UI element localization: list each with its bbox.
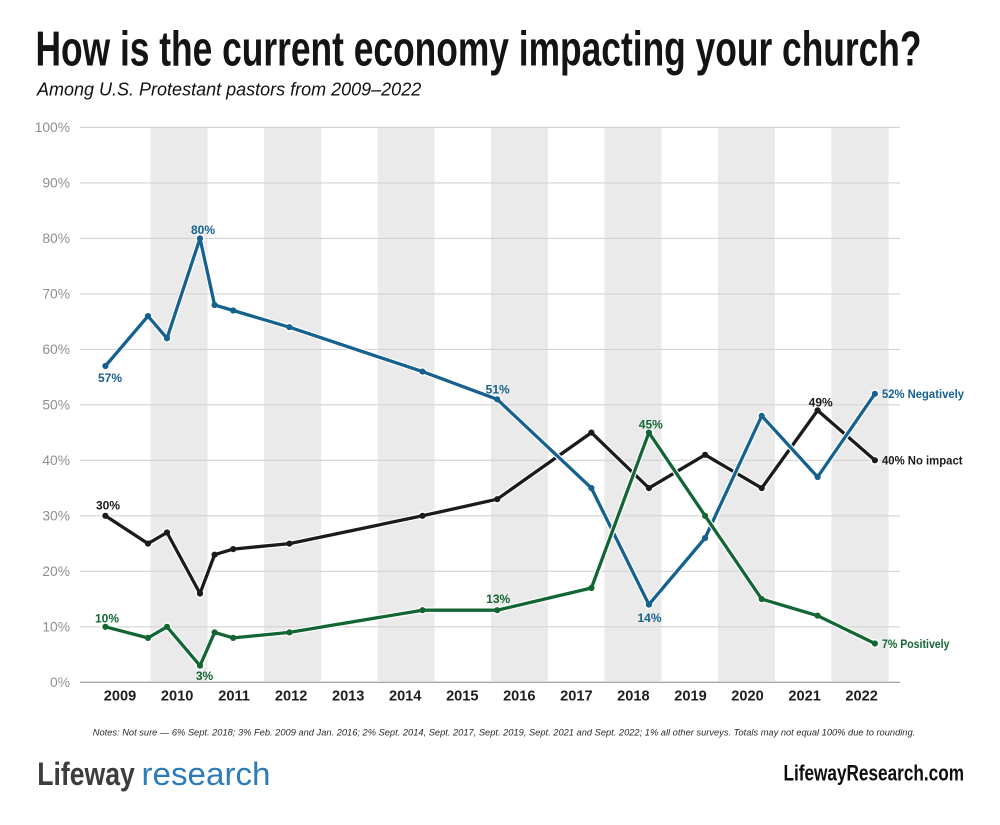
svg-text:2020: 2020 — [731, 689, 763, 705]
svg-text:2015: 2015 — [446, 689, 478, 705]
svg-text:Among U.S. Protestant pastors: Among U.S. Protestant pastors from 2009–… — [36, 79, 421, 99]
svg-text:2016: 2016 — [503, 689, 535, 705]
svg-text:60%: 60% — [42, 342, 70, 357]
svg-text:2009: 2009 — [104, 689, 136, 705]
svg-text:Lifeway: Lifeway — [37, 756, 135, 792]
svg-text:80%: 80% — [191, 223, 215, 237]
svg-text:40% No impact: 40% No impact — [882, 454, 963, 468]
svg-text:90%: 90% — [42, 176, 70, 191]
svg-text:70%: 70% — [42, 287, 70, 302]
svg-text:LifewayResearch.com: LifewayResearch.com — [784, 761, 965, 786]
svg-text:50%: 50% — [42, 398, 70, 413]
svg-text:2018: 2018 — [617, 689, 649, 705]
svg-text:2017: 2017 — [560, 689, 592, 705]
svg-text:2014: 2014 — [389, 689, 422, 705]
svg-text:2011: 2011 — [218, 689, 250, 705]
svg-text:49%: 49% — [809, 396, 833, 410]
svg-text:51%: 51% — [486, 382, 510, 396]
svg-text:14%: 14% — [637, 611, 661, 625]
svg-text:10%: 10% — [42, 620, 70, 635]
svg-text:10%: 10% — [95, 612, 119, 626]
svg-text:0%: 0% — [50, 675, 70, 690]
svg-text:3%: 3% — [196, 669, 214, 683]
svg-text:2010: 2010 — [161, 689, 193, 705]
svg-text:80%: 80% — [42, 231, 70, 246]
svg-text:2019: 2019 — [674, 689, 706, 705]
svg-text:How is the current economy imp: How is the current economy impacting you… — [36, 23, 922, 77]
svg-text:2012: 2012 — [275, 689, 307, 705]
svg-text:57%: 57% — [98, 371, 122, 385]
svg-text:2021: 2021 — [788, 689, 820, 705]
svg-text:2013: 2013 — [332, 689, 364, 705]
svg-text:Notes: Not sure — 6% Sept. 201: Notes: Not sure — 6% Sept. 2018; 3% Feb.… — [93, 728, 915, 738]
svg-text:52% Negatively: 52% Negatively — [882, 387, 964, 401]
svg-text:45%: 45% — [639, 418, 663, 432]
svg-text:100%: 100% — [35, 120, 70, 135]
svg-text:7% Positively: 7% Positively — [882, 637, 950, 651]
svg-text:13%: 13% — [486, 592, 510, 606]
svg-text:20%: 20% — [42, 564, 70, 579]
svg-text:research: research — [142, 756, 271, 792]
svg-text:30%: 30% — [42, 509, 70, 524]
svg-text:30%: 30% — [96, 499, 120, 513]
svg-text:40%: 40% — [42, 453, 70, 468]
svg-text:2022: 2022 — [845, 689, 877, 705]
